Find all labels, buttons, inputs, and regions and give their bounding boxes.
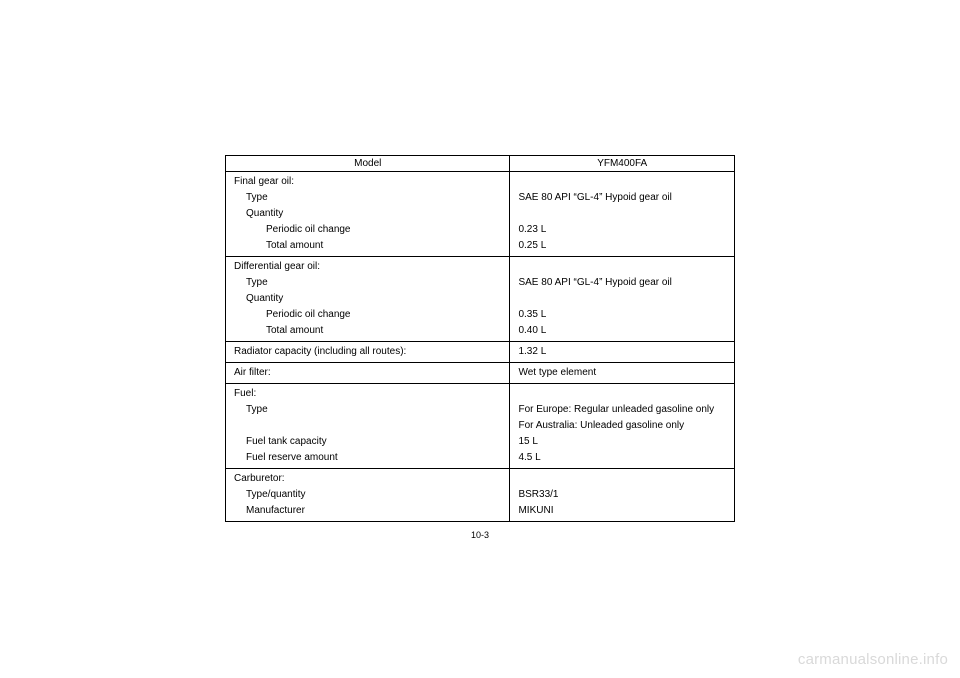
section-labels: Fuel:Type Fuel tank capacityFuel reserve…	[226, 384, 510, 468]
spec-value	[510, 174, 734, 190]
table-section: Fuel:Type Fuel tank capacityFuel reserve…	[226, 383, 734, 468]
spec-label: Type/quantity	[226, 487, 509, 503]
spec-label: Total amount	[226, 323, 509, 339]
page-number: 10-3	[0, 530, 960, 540]
spec-value	[510, 259, 734, 275]
spec-table: Model YFM400FA Final gear oil:TypeQuanti…	[225, 155, 735, 522]
section-values: 1.32 L	[510, 342, 734, 362]
spec-value: Wet type element	[510, 365, 734, 381]
spec-label: Final gear oil:	[226, 174, 509, 190]
section-values: SAE 80 API “GL-4” Hypoid gear oil 0.23 L…	[510, 172, 734, 256]
spec-label: Fuel tank capacity	[226, 434, 509, 450]
spec-value: MIKUNI	[510, 503, 734, 519]
spec-label	[226, 418, 509, 434]
spec-value: 0.40 L	[510, 323, 734, 339]
spec-label: Periodic oil change	[226, 222, 509, 238]
spec-label: Differential gear oil:	[226, 259, 509, 275]
table-section: Air filter:Wet type element	[226, 362, 734, 383]
spec-value: 0.35 L	[510, 307, 734, 323]
spec-label: Manufacturer	[226, 503, 509, 519]
section-labels: Carburetor:Type/quantityManufacturer	[226, 469, 510, 521]
section-labels: Radiator capacity (including all routes)…	[226, 342, 510, 362]
section-values: SAE 80 API “GL-4” Hypoid gear oil 0.35 L…	[510, 257, 734, 341]
spec-label: Type	[226, 190, 509, 206]
spec-value: 0.25 L	[510, 238, 734, 254]
spec-value: For Australia: Unleaded gasoline only	[510, 418, 734, 434]
section-labels: Final gear oil:TypeQuantityPeriodic oil …	[226, 172, 510, 256]
table-section: Final gear oil:TypeQuantityPeriodic oil …	[226, 171, 734, 256]
spec-label: Carburetor:	[226, 471, 509, 487]
spec-value: BSR33/1	[510, 487, 734, 503]
watermark-text: carmanualsonline.info	[798, 651, 948, 668]
spec-label: Radiator capacity (including all routes)…	[226, 344, 509, 360]
spec-label: Air filter:	[226, 365, 509, 381]
header-cell-model: Model	[226, 156, 510, 171]
spec-label: Periodic oil change	[226, 307, 509, 323]
spec-label: Type	[226, 275, 509, 291]
spec-value: 15 L	[510, 434, 734, 450]
spec-value	[510, 206, 734, 222]
section-values: For Europe: Regular unleaded gasoline on…	[510, 384, 734, 468]
table-section: Carburetor:Type/quantityManufacturer BSR…	[226, 468, 734, 521]
spec-value	[510, 291, 734, 307]
spec-value: SAE 80 API “GL-4” Hypoid gear oil	[510, 275, 734, 291]
spec-value	[510, 471, 734, 487]
section-labels: Air filter:	[226, 363, 510, 383]
table-section: Differential gear oil:TypeQuantityPeriod…	[226, 256, 734, 341]
spec-label: Fuel reserve amount	[226, 450, 509, 466]
section-values: Wet type element	[510, 363, 734, 383]
spec-value: SAE 80 API “GL-4” Hypoid gear oil	[510, 190, 734, 206]
section-values: BSR33/1MIKUNI	[510, 469, 734, 521]
spec-label: Fuel:	[226, 386, 509, 402]
spec-label: Total amount	[226, 238, 509, 254]
header-label-model: Model	[226, 156, 509, 171]
spec-label: Quantity	[226, 206, 509, 222]
spec-value: 4.5 L	[510, 450, 734, 466]
spec-value: For Europe: Regular unleaded gasoline on…	[510, 402, 734, 418]
table-section: Radiator capacity (including all routes)…	[226, 341, 734, 362]
spec-label: Quantity	[226, 291, 509, 307]
section-labels: Differential gear oil:TypeQuantityPeriod…	[226, 257, 510, 341]
table-header-row: Model YFM400FA	[226, 156, 734, 171]
header-label-value: YFM400FA	[510, 156, 734, 171]
spec-value	[510, 386, 734, 402]
spec-value: 0.23 L	[510, 222, 734, 238]
header-cell-value: YFM400FA	[510, 156, 734, 171]
spec-value: 1.32 L	[510, 344, 734, 360]
spec-label: Type	[226, 402, 509, 418]
manual-page: Model YFM400FA Final gear oil:TypeQuanti…	[0, 0, 960, 678]
